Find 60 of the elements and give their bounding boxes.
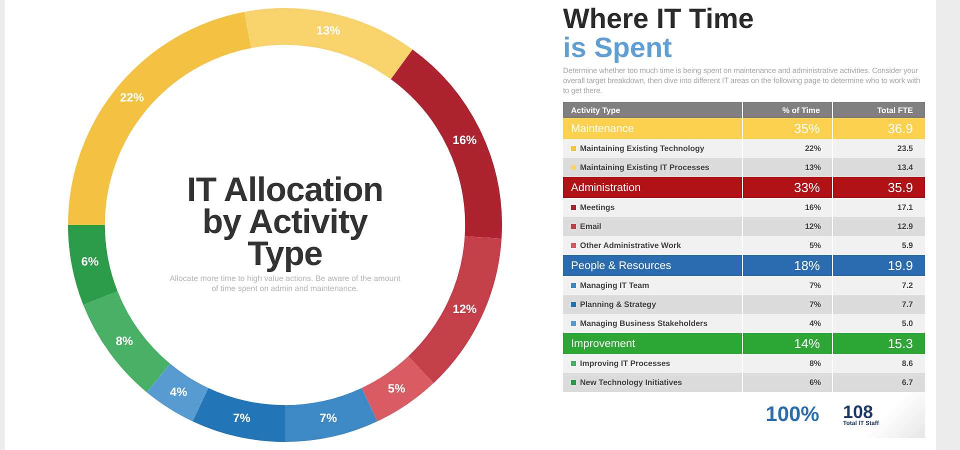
text: 4% <box>809 319 821 328</box>
text: 16% <box>804 203 821 212</box>
data-label: 13% <box>316 24 341 38</box>
data-label: 8.6 <box>902 359 913 368</box>
legend-label: New Technology Initiatives <box>580 378 682 387</box>
text: 35.9 <box>888 180 913 195</box>
text: 22% <box>804 144 821 153</box>
text: 18% <box>794 258 820 273</box>
data-label: 7.2 <box>902 281 913 290</box>
data-label: 17.1 <box>897 203 913 212</box>
data-label: 12.9 <box>897 222 913 231</box>
text: Administration <box>571 182 641 194</box>
text: 14% <box>794 336 820 351</box>
data-label: 23.5 <box>897 144 913 153</box>
data-label: 4% <box>170 384 188 399</box>
legend-label: Planning & Strategy <box>580 300 656 309</box>
data-label: 5.9 <box>902 241 913 250</box>
data-label: 7% <box>233 411 251 426</box>
legend-label: Managing Business Stakeholders <box>580 319 708 328</box>
data-label: 7% <box>320 411 338 426</box>
text: 5% <box>809 241 821 250</box>
text: Allocate more time to high value actions. Be aware of the amount of time spent on admin and maintenance. <box>168 274 402 294</box>
legend-label: Maintaining Existing Technology <box>580 144 704 153</box>
legend-label: Managing IT Team <box>580 281 650 290</box>
data-label: 13.4 <box>897 163 913 172</box>
text: 7% <box>809 281 821 290</box>
legend-label: Meetings <box>580 203 615 212</box>
text: 108 <box>843 402 874 422</box>
data-label: 7.7 <box>902 300 913 309</box>
text: 12% <box>804 222 821 231</box>
data-label: 16% <box>452 132 477 147</box>
text: 7% <box>809 300 821 309</box>
text: 13% <box>804 163 821 172</box>
text: 35% <box>794 121 820 136</box>
legend-label: Email <box>580 222 602 231</box>
legend-label: Other Administrative Work <box>580 241 681 250</box>
category-label: Activity Type <box>571 106 620 114</box>
text: 36.9 <box>888 121 913 136</box>
text: Improvement <box>571 338 636 350</box>
data-label: 22% <box>120 90 144 105</box>
text: IT Allocation by Activity Type <box>186 171 384 273</box>
data-label: 12% <box>452 302 477 316</box>
text: 6% <box>809 378 821 387</box>
text: 100% <box>766 403 820 426</box>
text: 19.9 <box>888 258 913 273</box>
text: Where IT Time is Spent <box>563 3 755 63</box>
category-label: Total FTE <box>877 106 913 114</box>
legend-label: Maintaining Existing IT Processes <box>580 163 710 172</box>
text: 33% <box>794 180 820 195</box>
data-label: 6% <box>81 254 99 269</box>
category-label: % of Time <box>782 106 820 114</box>
data-label: 8% <box>116 334 134 348</box>
text: People & Resources <box>571 260 672 272</box>
data-label: 6.7 <box>902 378 913 387</box>
text: Maintenance <box>571 122 634 134</box>
legend-label: Improving IT Processes <box>580 359 670 368</box>
data-label: 5.0 <box>902 319 913 328</box>
text: 15.3 <box>888 336 913 351</box>
data-label: 5% <box>388 382 406 396</box>
text: 8% <box>809 359 821 368</box>
